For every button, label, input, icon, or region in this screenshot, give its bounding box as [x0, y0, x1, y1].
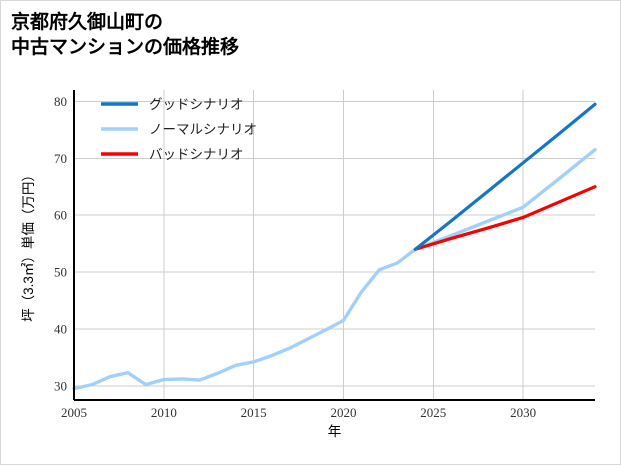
y-tick-labels: 30 40 50 60 70 80 — [54, 94, 67, 393]
x-tick-labels: 2005 2010 2015 2020 2025 2030 — [61, 405, 536, 420]
x-tick-label: 2015 — [241, 405, 267, 420]
y-tick-label: 60 — [54, 208, 67, 223]
y-tick-label: 30 — [54, 378, 67, 393]
series-lines — [72, 102, 597, 391]
series-line-normal — [72, 148, 597, 391]
x-tick-label: 2005 — [61, 405, 87, 420]
page-title: 京都府久御山町の 中古マンションの価格推移 — [11, 12, 240, 58]
series-line-bad — [413, 185, 597, 251]
y-tick-label: 40 — [54, 321, 67, 336]
y-tick-label: 70 — [54, 151, 67, 166]
y-tick-label: 50 — [54, 265, 67, 280]
y-axis-title: 坪（3.3㎡）単価（万円） — [21, 168, 36, 322]
series-line-good — [413, 102, 597, 251]
legend-label-bad: バッドシナリオ — [149, 147, 244, 162]
x-tick-label: 2020 — [330, 405, 356, 420]
legend-label-normal: ノーマルシナリオ — [149, 122, 257, 137]
x-tick-label: 2025 — [420, 405, 446, 420]
x-tick-label: 2030 — [510, 405, 536, 420]
x-tick-label: 2010 — [151, 405, 177, 420]
axes — [73, 90, 595, 401]
legend-label-good: グッドシナリオ — [149, 97, 244, 112]
x-axis-title: 年 — [328, 424, 342, 439]
y-tick-label: 80 — [54, 94, 67, 109]
